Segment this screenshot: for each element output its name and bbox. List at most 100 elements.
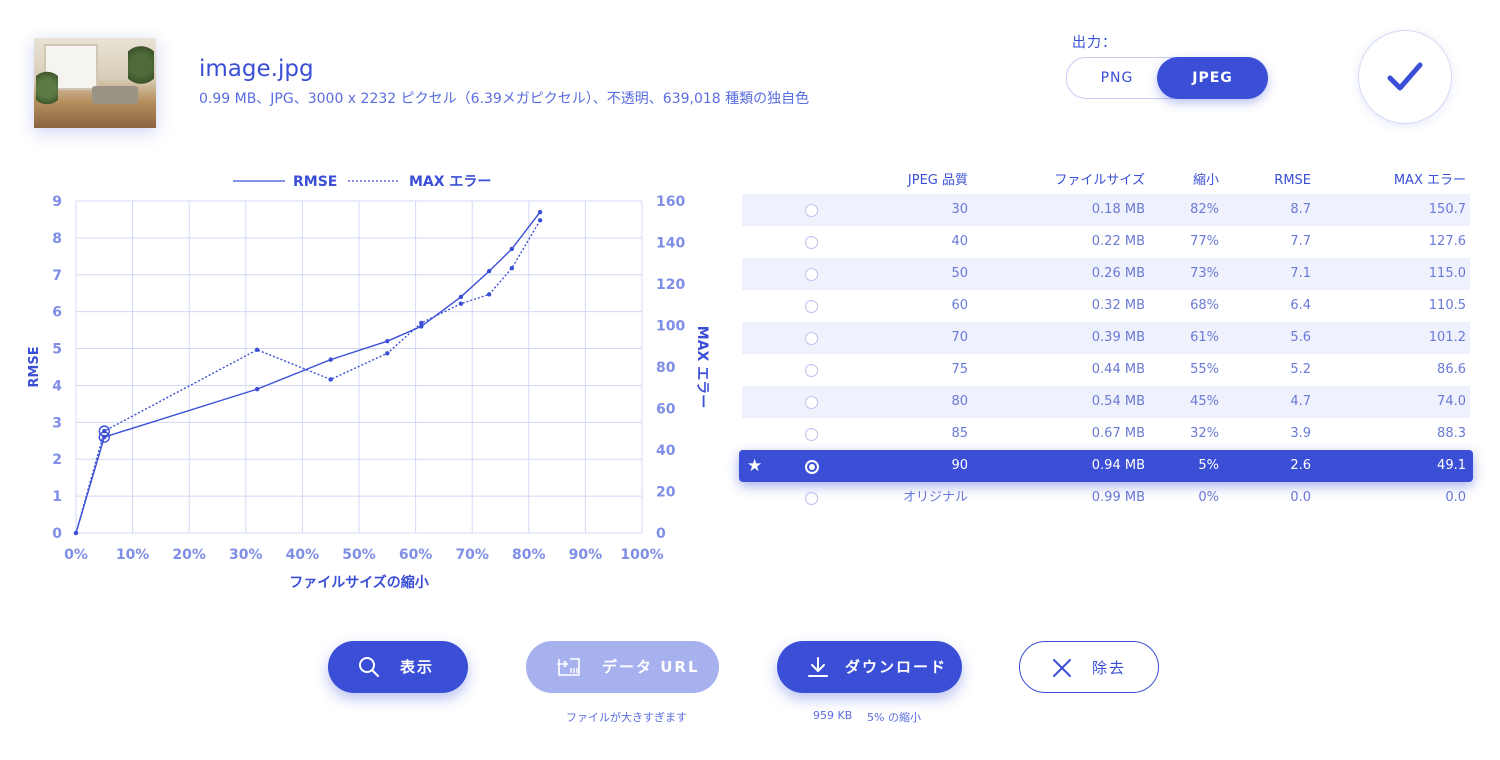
y-tick-label: 4 [52,378,62,394]
x-axis-label: ファイルサイズの縮小 [289,574,429,591]
remove-button-label: 除去 [1092,659,1127,677]
max-error-point [73,530,79,536]
table-row[interactable]: 75 0.44 MB 55% 5.2 86.6 [742,354,1470,386]
download-button[interactable]: ダウンロード [777,641,962,693]
size-cell: 0.67 MB [1091,426,1145,441]
table-row[interactable]: 70 0.39 MB 61% 5.6 101.2 [742,322,1470,354]
rmse-point [458,294,464,300]
table-row[interactable]: 30 0.18 MB 82% 8.7 150.7 [742,194,1470,226]
table-row[interactable]: 85 0.67 MB 32% 3.9 88.3 [742,418,1470,450]
y2-tick-label: 40 [656,443,676,459]
x-tick-label: 0% [64,547,88,563]
output-format-toggle: PNG JPEG [1066,57,1268,99]
reduction-cell: 77% [1190,234,1219,249]
max-error-cell: 49.1 [1437,458,1466,473]
rmse-point [254,386,260,392]
rmse-point [385,338,390,344]
y-tick-label: 0 [52,526,62,542]
table-row[interactable]: 40 0.22 MB 77% 7.7 127.6 [742,226,1470,258]
output-label: 出力： [1072,35,1117,51]
quality-cell: 60 [951,298,968,313]
y2-tick-label: 80 [656,360,676,376]
y2-tick-label: 0 [656,526,666,542]
quality-radio[interactable] [805,204,818,217]
max-error-point [486,292,492,297]
table-row[interactable]: 60 0.32 MB 68% 6.4 110.5 [742,290,1470,322]
table-row[interactable]: オリジナル 0.99 MB 0% 0.0 0.0 [742,482,1470,514]
y2-tick-label: 60 [656,402,676,418]
format-jpeg-button[interactable]: JPEG [1157,57,1268,99]
reduction-cell: 55% [1190,362,1219,377]
rmse-point [486,268,492,274]
x-tick-label: 40% [286,547,320,563]
reduction-cell: 32% [1190,426,1219,441]
star-icon: ★ [747,456,763,476]
quality-cell: オリジナル [902,490,968,505]
quality-cell: 50 [951,266,968,281]
rmse-point [537,209,543,215]
file-name: image.jpg [199,56,314,82]
legend-rmse-label: RMSE [293,174,337,190]
file-info: 0.99 MB、JPG、3000 x 2232 ピクセル（6.39メガピクセル）… [199,91,810,107]
show-button[interactable]: 表示 [328,641,468,693]
y2-tick-label: 140 [656,236,685,252]
header-quality: JPEG 品質 [907,173,968,188]
quality-radio[interactable] [805,364,818,377]
download-button-label: ダウンロード [845,658,948,676]
header-rmse: RMSE [1274,173,1311,188]
table-row[interactable]: ★ 90 0.94 MB 5% 2.6 49.1 [739,450,1473,482]
reduction-cell: 5% [1198,458,1219,473]
rmse-line [75,211,541,534]
reduction-cell: 82% [1190,202,1219,217]
x-tick-label: 90% [569,547,603,563]
quality-radio[interactable] [805,332,818,345]
x-tick-label: 100% [620,547,663,563]
rmse-cell: 7.7 [1290,234,1311,249]
y-tick-label: 3 [52,415,62,431]
y-tick-label: 1 [52,489,62,505]
remove-button[interactable]: 除去 [1019,641,1159,693]
size-cell: 0.26 MB [1091,266,1145,281]
reduction-cell: 61% [1190,330,1219,345]
max-error-cell: 86.6 [1437,362,1466,377]
x-tick-label: 30% [229,547,263,563]
quality-cell: 80 [951,394,968,409]
x-tick-label: 70% [455,547,489,563]
y2-tick-label: 20 [656,485,676,501]
quality-radio[interactable] [805,268,818,281]
data-url-icon [557,658,580,676]
reduction-cell: 73% [1190,266,1219,281]
quality-radio[interactable] [805,236,818,249]
data-url-button[interactable]: データ URL [526,641,719,693]
max-error-point [328,377,333,382]
quality-radio[interactable] [805,396,818,409]
max-error-point [509,266,515,271]
x-tick-label: 10% [116,547,150,563]
compression-chart: 0% 10% 20% 30% 40% 50% 60% 70% 80% 90% 100% 0 1 2 3 4 5 6… [27,174,710,591]
max-error-cell: 74.0 [1437,394,1466,409]
max-error-point [537,218,543,223]
max-error-point [458,301,464,306]
max-error-point [419,320,424,326]
y-tick-label: 7 [52,268,62,284]
quality-radio[interactable] [805,460,819,474]
table-row[interactable]: 50 0.26 MB 73% 7.1 115.0 [742,258,1470,290]
size-cell: 0.39 MB [1091,330,1145,345]
quality-radio[interactable] [805,428,818,441]
quality-radio[interactable] [805,300,818,313]
quality-cell: 90 [951,458,968,473]
max-error-line [75,219,541,534]
table-row[interactable]: 80 0.54 MB 45% 4.7 74.0 [742,386,1470,418]
format-png-button[interactable]: PNG [1100,70,1134,86]
image-thumbnail [34,38,156,128]
y-axis-label: RMSE [27,346,42,387]
data-url-button-label: データ URL [602,658,700,676]
x-tick-label: 50% [342,547,376,563]
rmse-cell: 8.7 [1290,202,1311,217]
close-icon [1053,659,1071,677]
reduction-cell: 0% [1198,490,1219,505]
confirm-button[interactable] [1358,30,1452,124]
quality-radio[interactable] [805,492,818,505]
reduction-cell: 45% [1190,394,1219,409]
quality-cell: 30 [951,202,968,217]
